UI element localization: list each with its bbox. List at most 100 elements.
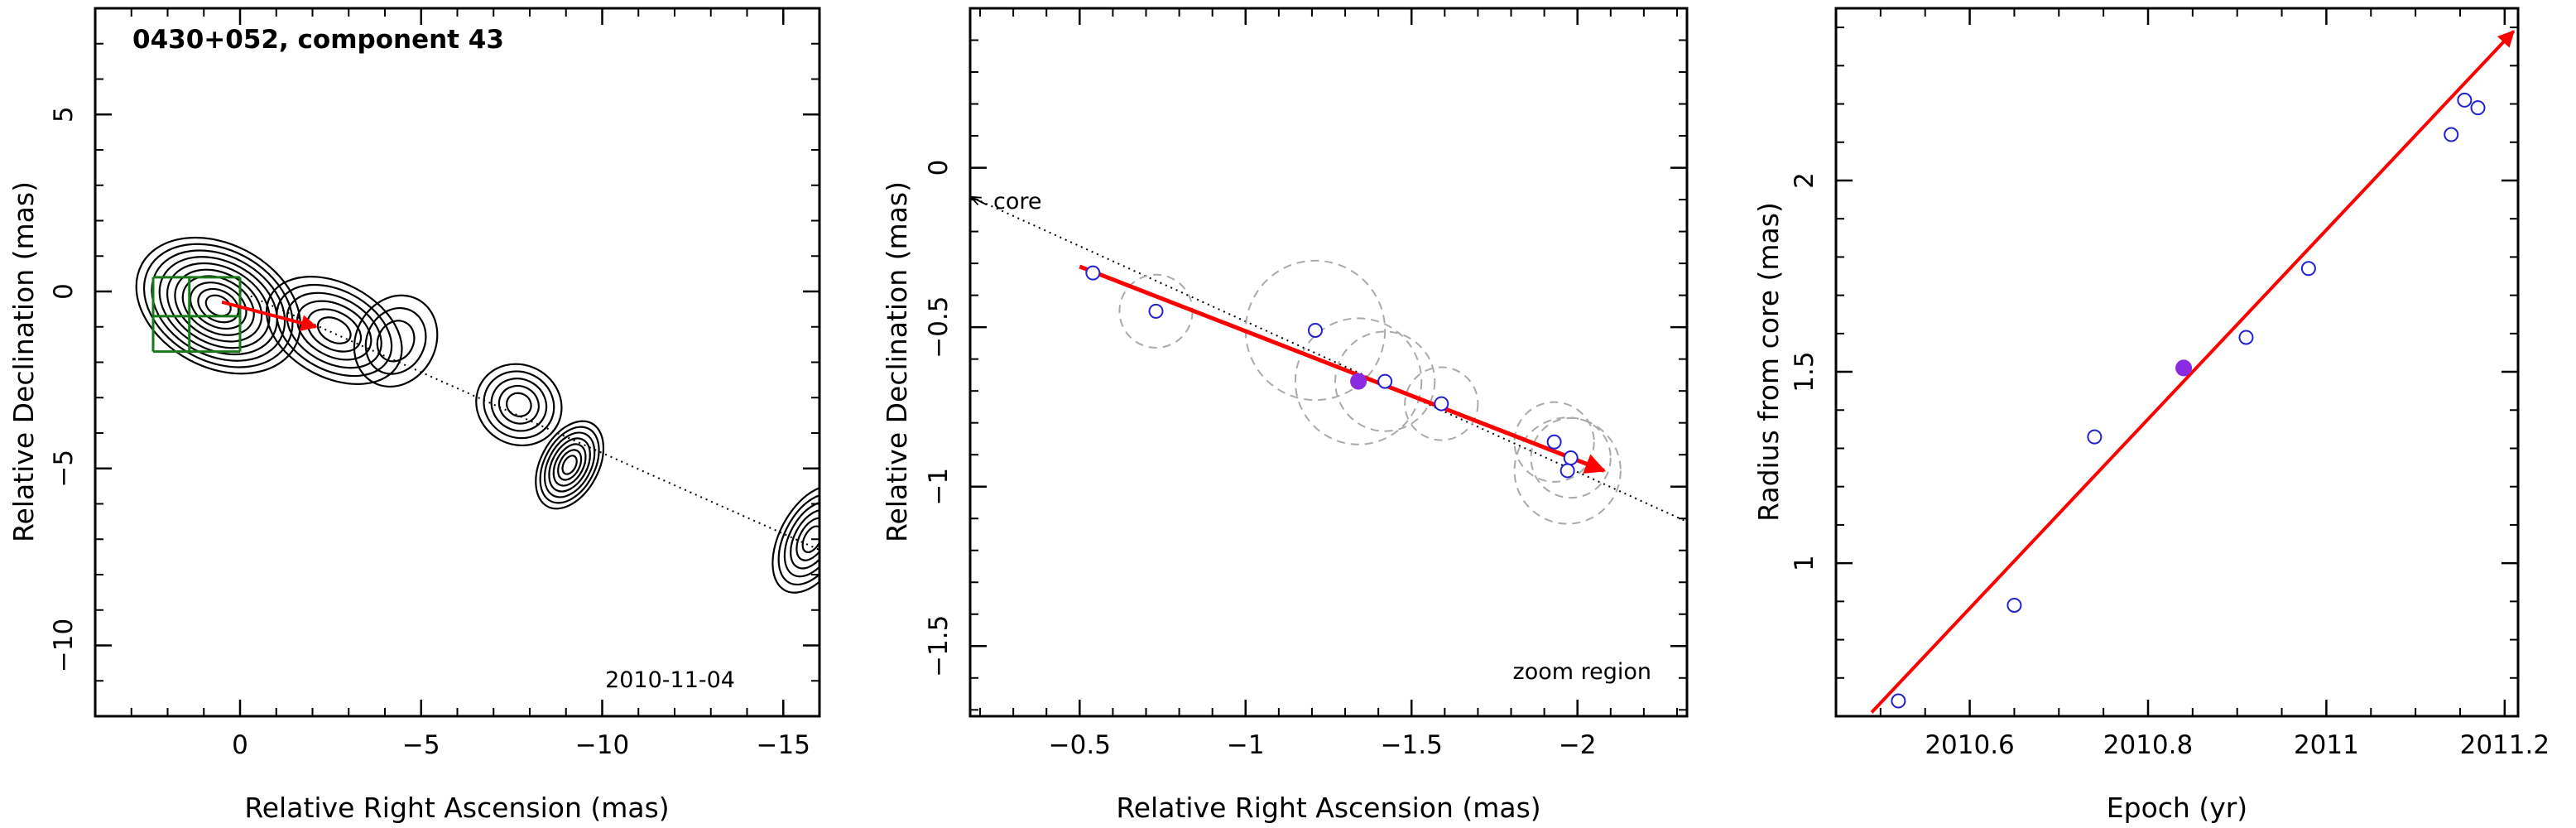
contour-line [790, 508, 819, 570]
y-tick-label: −1.5 [924, 615, 954, 677]
contour-line [135, 236, 301, 375]
core-label: core [993, 189, 1041, 214]
contour-line [561, 455, 578, 475]
contour-line [204, 294, 232, 317]
x-tick-label: −15 [757, 730, 810, 760]
contour-line [286, 291, 382, 369]
contour-line [353, 294, 439, 388]
panel-c-ylabel: Radius from core (mas) [1752, 202, 1785, 522]
panel-zoom-region: −0.5 −1 −1.5 −2 0 −0.5 −1 −1.5 core zoom region… [881, 7, 1689, 824]
fit-line [1870, 30, 2516, 714]
y-tick-label: −0.5 [924, 296, 954, 358]
panel-c-frame [1834, 7, 2520, 718]
y-tick-label: 1 [1790, 555, 1819, 571]
panel-radius-epoch: 2010.6 2010.8 2011 2011.2 1 1.5 2 Epoch (yr) R… [1752, 7, 2550, 824]
contour-line [548, 437, 591, 493]
panel-a-ticks: 0 −5 −10 −15 5 0 −5 −10 [49, 7, 820, 760]
contour-line [181, 275, 255, 336]
panel-c-xlabel: Epoch (yr) [2107, 792, 2247, 824]
component-size-circle [1404, 366, 1479, 441]
epoch-date-label: 2010-11-04 [605, 667, 735, 693]
contour-plot-area [135, 236, 819, 594]
panel-b-xlabel: Relative Right Ascension (mas) [1116, 792, 1540, 824]
panel-b-frame [968, 7, 1689, 718]
contour-line [475, 363, 563, 447]
contour-line [166, 262, 271, 349]
contour-line [376, 320, 416, 363]
contour-line [777, 493, 819, 586]
contour-line [771, 484, 819, 594]
zoom-region-label: zoom region [1513, 659, 1651, 685]
data-point [2457, 92, 2473, 108]
motion-vector [1079, 264, 1607, 474]
panel-a-title: 0430+052, component 43 [132, 25, 504, 55]
contour-line [557, 449, 583, 481]
core-arrow [972, 197, 988, 206]
contour-line [783, 501, 819, 578]
panel-c-ticks: 2010.6 2010.8 2011 2011.2 1 1.5 2 [1790, 8, 2550, 760]
contour-line [543, 431, 596, 498]
y-tick-label: 0 [49, 283, 79, 300]
x-tick-label: 2010.8 [2103, 730, 2193, 760]
data-point [1546, 434, 1562, 450]
selected-data-point [1350, 373, 1367, 390]
x-tick-label: −2 [1559, 730, 1597, 760]
data-point [2238, 330, 2254, 345]
radius-plot-area [1870, 30, 2516, 714]
x-tick-label: 2011.2 [2460, 730, 2550, 760]
contour-line [483, 370, 555, 440]
contour-line [490, 378, 548, 432]
y-tick-label: 2 [1790, 172, 1819, 189]
panel-b-ylabel: Relative Declination (mas) [881, 181, 913, 542]
component-size-circle [1513, 401, 1595, 483]
contour-line [276, 283, 393, 378]
panel-a-frame [94, 7, 821, 718]
data-point [2300, 261, 2316, 277]
y-tick-label: −10 [49, 619, 79, 672]
y-tick-label: 1.5 [1790, 351, 1819, 392]
panel-a-xlabel: Relative Right Ascension (mas) [244, 792, 669, 824]
zoom-plot-area [970, 195, 1687, 525]
component-size-circle [1334, 330, 1436, 432]
contour-line [539, 426, 600, 504]
contour-line [296, 300, 372, 361]
x-tick-label: 2010.6 [1925, 730, 2014, 760]
contour-line [158, 256, 278, 356]
x-tick-label: −5 [402, 730, 440, 760]
motion-vector [221, 300, 318, 331]
data-point [1307, 322, 1323, 338]
x-tick-label: −1.5 [1381, 730, 1443, 760]
contour-line [552, 443, 587, 487]
data-point [2006, 597, 2022, 613]
x-tick-label: −10 [575, 730, 629, 760]
data-point [1434, 396, 1449, 412]
contour-line [265, 276, 403, 386]
jet-axis-line [239, 291, 819, 551]
x-tick-label: −1 [1227, 730, 1265, 760]
panel-b-ticks: −0.5 −1 −1.5 −2 0 −0.5 −1 −1.5 [924, 8, 1687, 760]
data-point [1148, 303, 1164, 319]
data-point [2444, 127, 2459, 142]
component-size-circle [1294, 317, 1423, 445]
x-tick-label: −0.5 [1049, 730, 1111, 760]
panel-a-ylabel: Relative Declination (mas) [7, 181, 40, 542]
contour-line [497, 384, 540, 425]
contour-line [364, 306, 427, 375]
data-point [1563, 450, 1579, 466]
y-tick-label: 5 [49, 106, 79, 123]
data-point [1085, 265, 1101, 281]
y-tick-label: −1 [924, 468, 954, 506]
component-size-circle [1530, 416, 1612, 499]
contour-line [190, 282, 248, 330]
x-tick-label: 2011 [2294, 730, 2359, 760]
contour-line [316, 316, 352, 344]
contour-line [142, 243, 294, 368]
contour-line [151, 249, 286, 362]
contour-line [535, 420, 605, 510]
data-point [2470, 100, 2486, 116]
y-tick-label: −5 [49, 450, 79, 488]
component-size-circle [1513, 416, 1622, 525]
data-point [1891, 693, 1906, 709]
